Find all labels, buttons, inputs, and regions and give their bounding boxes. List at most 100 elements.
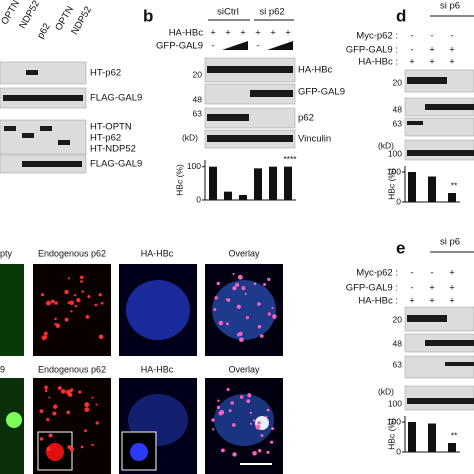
punctum bbox=[246, 399, 251, 403]
band bbox=[407, 150, 474, 156]
band bbox=[207, 66, 293, 73]
unit: (kD) bbox=[378, 140, 394, 150]
condition-label: GFP-GAL9 : bbox=[346, 283, 398, 294]
punctum bbox=[245, 316, 249, 320]
sign: - bbox=[211, 41, 214, 52]
condition-label: HA-HBc : bbox=[358, 57, 398, 68]
punctum bbox=[53, 404, 58, 409]
band bbox=[407, 398, 474, 404]
panel-letter: d bbox=[396, 6, 406, 25]
sign: + bbox=[285, 28, 291, 39]
puncta bbox=[39, 272, 277, 457]
group-label: si p6 bbox=[440, 237, 460, 248]
punctum bbox=[271, 427, 275, 431]
punctum bbox=[67, 277, 70, 280]
marker: 48 bbox=[193, 94, 203, 104]
punctum bbox=[55, 323, 61, 328]
condition-label: HA-HBc bbox=[169, 28, 204, 39]
band bbox=[407, 121, 423, 125]
punctum bbox=[216, 405, 221, 410]
punctum bbox=[46, 300, 51, 306]
sign: - bbox=[410, 283, 413, 294]
marker: 63 bbox=[393, 359, 403, 369]
punctum bbox=[39, 437, 44, 441]
y-tick-label: 100 bbox=[387, 166, 401, 176]
punctum bbox=[48, 396, 51, 399]
punctum bbox=[91, 443, 94, 447]
bar bbox=[408, 172, 416, 202]
group-label: si p6 bbox=[440, 1, 460, 12]
column-label: Overlay bbox=[228, 364, 260, 374]
punctum bbox=[57, 386, 62, 390]
condition-label: GFP-GAL9 : bbox=[346, 45, 398, 56]
sign: + bbox=[429, 283, 435, 294]
band bbox=[407, 77, 447, 84]
punctum bbox=[244, 293, 247, 296]
microscopy: pty 9 Endogenous p62 HA-HBc Overlay Endo… bbox=[0, 248, 283, 474]
punctum bbox=[44, 389, 48, 393]
cell bbox=[126, 280, 190, 340]
band bbox=[26, 70, 38, 75]
y-tick-label: 100 bbox=[387, 416, 401, 426]
sign: - bbox=[450, 31, 453, 42]
blot-label: p62 bbox=[298, 113, 314, 124]
marker: 48 bbox=[393, 104, 403, 114]
punctum bbox=[84, 407, 90, 413]
punctum bbox=[213, 308, 217, 311]
column-label: p62 bbox=[35, 22, 52, 41]
punctum bbox=[87, 295, 91, 299]
punctum bbox=[44, 335, 48, 339]
punctum bbox=[241, 286, 246, 291]
annotation: ** bbox=[451, 430, 458, 440]
band bbox=[22, 133, 34, 138]
punctum bbox=[235, 282, 240, 287]
column-label: HA-HBc bbox=[141, 364, 174, 374]
punctum bbox=[100, 301, 104, 305]
unit: (kD) bbox=[378, 386, 394, 396]
punctum bbox=[267, 277, 271, 281]
punctum bbox=[239, 337, 244, 343]
bar bbox=[408, 422, 416, 452]
marker: 20 bbox=[393, 314, 403, 324]
sign: + bbox=[449, 283, 455, 294]
spot bbox=[46, 443, 64, 461]
blot bbox=[404, 117, 474, 137]
punctum bbox=[43, 331, 48, 336]
band bbox=[425, 340, 474, 346]
bar bbox=[209, 166, 217, 200]
punctum bbox=[231, 423, 236, 427]
row-label: HT-NDP52 bbox=[90, 144, 136, 155]
punctum bbox=[60, 389, 66, 394]
annotation: **** bbox=[283, 154, 297, 164]
sign: - bbox=[410, 268, 413, 279]
blot bbox=[204, 107, 296, 129]
punctum bbox=[252, 419, 256, 422]
punctum bbox=[67, 392, 73, 397]
sign: - bbox=[430, 31, 433, 42]
bar bbox=[448, 443, 456, 452]
punctum bbox=[230, 401, 234, 405]
punctum bbox=[232, 272, 235, 276]
punctum bbox=[232, 286, 237, 291]
punctum bbox=[81, 290, 84, 293]
band bbox=[250, 90, 293, 97]
punctum bbox=[273, 316, 276, 320]
band bbox=[22, 161, 82, 167]
row-label: pty bbox=[0, 248, 13, 258]
punctum bbox=[266, 408, 270, 412]
band bbox=[3, 95, 83, 101]
y-tick-label: 0 bbox=[396, 196, 401, 206]
sign: + bbox=[429, 296, 435, 307]
sign: + bbox=[270, 28, 276, 39]
bar bbox=[239, 195, 247, 200]
blot-label: HA-HBc bbox=[298, 65, 333, 76]
punctum bbox=[247, 393, 252, 398]
punctum bbox=[266, 450, 270, 454]
punctum bbox=[220, 448, 225, 453]
condition-label: Myc-p62 : bbox=[356, 31, 398, 42]
y-axis-label: HBc (%) bbox=[386, 418, 396, 450]
panel-e: e si p6 Myc-p62 : GFP-GAL9 : HA-HBc : 20… bbox=[346, 237, 474, 411]
bar bbox=[224, 191, 232, 200]
punctum bbox=[54, 317, 57, 321]
